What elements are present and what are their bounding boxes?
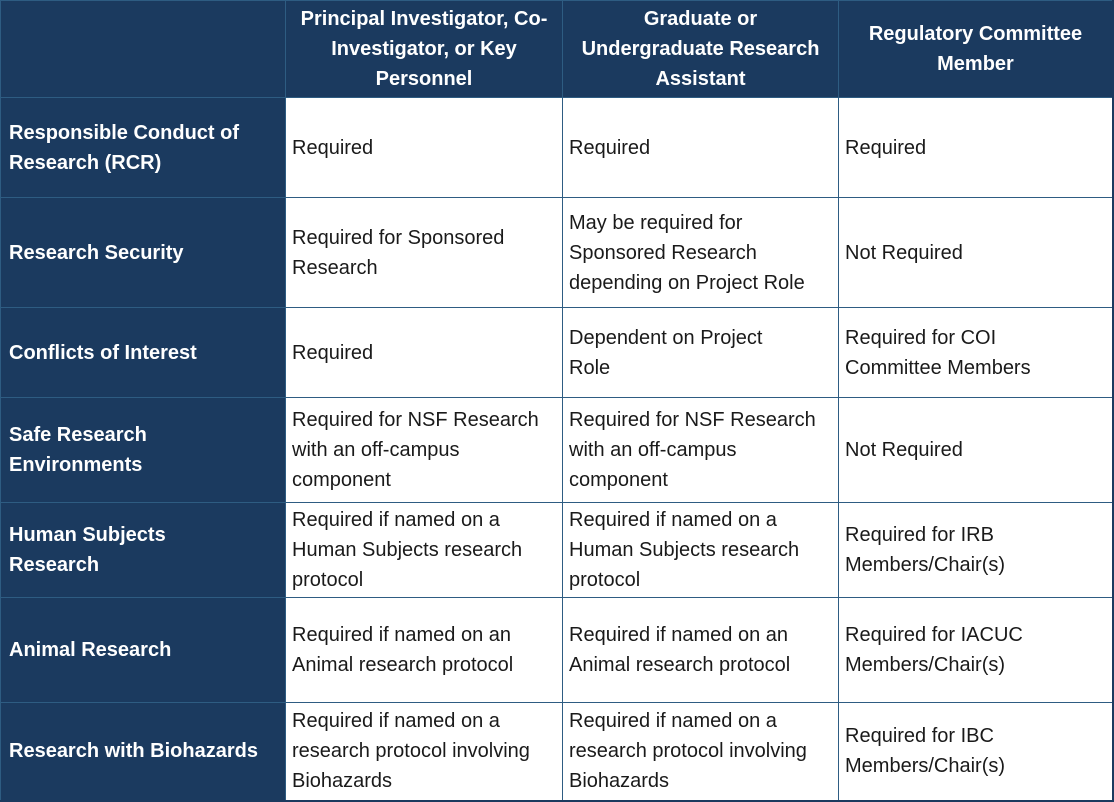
table-row: Human Subjects Research Required if named… bbox=[0, 502, 1114, 598]
table-cell: Required for NSF Research with an off-ca… bbox=[562, 397, 839, 503]
table-row: Research with Biohazards Required if name… bbox=[0, 702, 1114, 802]
table-row: Research Security Required for Sponsored … bbox=[0, 197, 1114, 308]
table-cell: Required if named on an Animal research … bbox=[285, 597, 563, 703]
row-header: Research Security bbox=[0, 197, 286, 308]
row-header: Conflicts of Interest bbox=[0, 307, 286, 398]
table-row: Animal Research Required if named on an A… bbox=[0, 597, 1114, 703]
row-header: Animal Research bbox=[0, 597, 286, 703]
table-cell: Required for IACUC Members/Chair(s) bbox=[838, 597, 1114, 703]
table-cell: Not Required bbox=[838, 197, 1114, 308]
table-cell: Required bbox=[285, 97, 563, 198]
row-header: Responsible Conduct of Research (RCR) bbox=[0, 97, 286, 198]
table-body: Responsible Conduct of Research (RCR) Req… bbox=[0, 97, 1114, 802]
column-header: Regulatory Committee Member bbox=[838, 0, 1114, 98]
table-cell: Required for Sponsored Research bbox=[285, 197, 563, 308]
table-cell: Required if named on a Human Subjects re… bbox=[285, 502, 563, 598]
row-header: Safe Research Environments bbox=[0, 397, 286, 503]
row-header: Human Subjects Research bbox=[0, 502, 286, 598]
table-cell: Required bbox=[562, 97, 839, 198]
table-cell: Required if named on an Animal research … bbox=[562, 597, 839, 703]
table-cell: Required if named on a Human Subjects re… bbox=[562, 502, 839, 598]
table-cell: Required bbox=[285, 307, 563, 398]
corner-cell bbox=[0, 0, 286, 98]
table-cell: Required for IBC Members/Chair(s) bbox=[838, 702, 1114, 802]
table-cell: Dependent on Project Role bbox=[562, 307, 839, 398]
table-cell: Not Required bbox=[838, 397, 1114, 503]
table-cell: Required if named on a research protocol… bbox=[562, 702, 839, 802]
table-cell: Required bbox=[838, 97, 1114, 198]
table-row: Safe Research Environments Required for N… bbox=[0, 397, 1114, 503]
table-cell: May be required for Sponsored Research d… bbox=[562, 197, 839, 308]
header-row: Principal Investigator, Co- Investigator… bbox=[0, 0, 1114, 98]
row-header: Research with Biohazards bbox=[0, 702, 286, 802]
table-row: Conflicts of Interest Required Dependent o… bbox=[0, 307, 1114, 398]
table-row: Responsible Conduct of Research (RCR) Req… bbox=[0, 97, 1114, 198]
table-cell: Required if named on a research protocol… bbox=[285, 702, 563, 802]
table-cell: Required for IRB Members/Chair(s) bbox=[838, 502, 1114, 598]
column-header: Graduate or Undergraduate Research Assis… bbox=[562, 0, 839, 98]
column-header: Principal Investigator, Co- Investigator… bbox=[285, 0, 563, 98]
table-cell: Required for COI Committee Members bbox=[838, 307, 1114, 398]
table-cell: Required for NSF Research with an off-ca… bbox=[285, 397, 563, 503]
